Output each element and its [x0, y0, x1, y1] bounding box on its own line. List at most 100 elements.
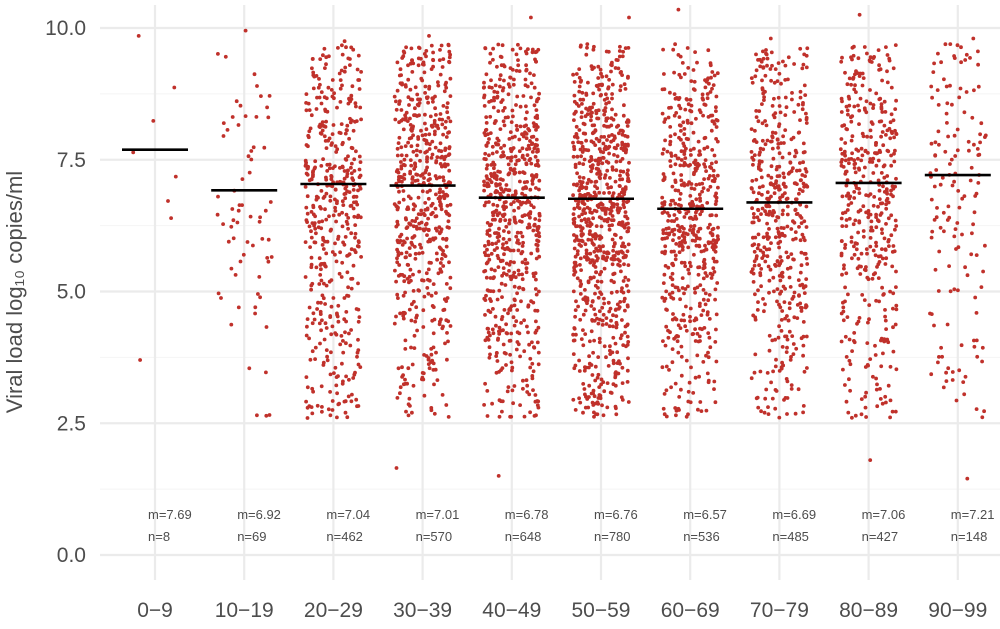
data-point: [697, 334, 702, 339]
data-point: [307, 305, 312, 310]
data-point: [501, 119, 506, 124]
data-point: [606, 160, 611, 165]
data-point: [579, 115, 584, 119]
data-point: [433, 145, 438, 150]
data-point: [306, 133, 311, 138]
data-point: [316, 85, 321, 90]
data-point: [585, 181, 590, 186]
data-point: [356, 53, 361, 58]
data-point: [688, 319, 692, 324]
data-point: [610, 92, 614, 96]
data-point: [518, 46, 523, 51]
data-point: [445, 203, 450, 208]
data-point: [755, 246, 760, 251]
data-point: [424, 271, 429, 276]
data-point: [485, 414, 490, 418]
data-point: [763, 396, 768, 401]
data-point: [359, 117, 363, 122]
data-point: [704, 169, 708, 174]
data-point: [773, 67, 778, 71]
data-point: [752, 259, 757, 264]
data-point: [894, 285, 898, 289]
data-point: [624, 143, 628, 148]
data-point: [625, 334, 630, 339]
data-point: [801, 62, 806, 67]
data-point: [591, 263, 596, 268]
data-point: [844, 194, 849, 198]
data-point: [531, 228, 536, 233]
data-point: [513, 275, 518, 280]
data-point: [512, 323, 517, 328]
data-point: [402, 157, 407, 162]
data-point: [706, 188, 710, 192]
data-point: [668, 330, 672, 335]
data-point: [846, 410, 851, 415]
data-point: [967, 148, 971, 153]
data-point: [430, 139, 435, 144]
data-point: [676, 350, 681, 355]
data-point: [978, 140, 982, 145]
data-point: [394, 99, 398, 104]
data-point: [484, 115, 489, 119]
data-point: [876, 158, 881, 163]
data-point: [440, 154, 444, 159]
data-point: [804, 304, 809, 309]
data-point: [760, 192, 764, 197]
data-point: [583, 288, 587, 292]
data-point: [530, 173, 534, 178]
data-point: [400, 375, 404, 379]
data-point: [441, 194, 446, 199]
data-point: [395, 238, 400, 243]
data-point: [606, 364, 611, 368]
data-point: [435, 257, 439, 262]
data-point: [878, 254, 883, 259]
data-point: [843, 158, 848, 163]
data-point: [482, 183, 487, 188]
data-point: [593, 291, 597, 296]
data-point: [893, 409, 898, 414]
data-point: [510, 108, 515, 113]
data-point: [585, 251, 589, 256]
data-point: [795, 316, 800, 320]
data-point: [930, 95, 934, 100]
data-point: [511, 248, 516, 253]
data-point: [868, 236, 873, 240]
data-point: [318, 57, 323, 61]
data-point: [870, 160, 875, 164]
data-point: [343, 131, 348, 136]
data-point: [501, 266, 506, 270]
data-point: [416, 97, 420, 102]
data-point: [333, 241, 337, 246]
data-point: [756, 232, 761, 237]
data-point: [623, 46, 628, 50]
x-tick-label: 20−29: [304, 599, 363, 622]
data-point: [320, 128, 325, 133]
data-point: [963, 265, 967, 270]
data-point: [682, 132, 687, 137]
data-point: [660, 365, 665, 370]
data-point: [683, 287, 688, 291]
data-point: [501, 342, 506, 347]
data-point: [495, 203, 500, 208]
data-point: [483, 151, 488, 156]
data-point: [494, 323, 498, 328]
data-point: [344, 341, 348, 346]
data-point: [594, 111, 599, 116]
data-point: [507, 171, 512, 176]
data-point: [573, 408, 578, 412]
data-point: [604, 251, 609, 256]
data-point: [798, 202, 803, 207]
data-point: [310, 66, 314, 71]
data-point: [767, 278, 772, 283]
data-point: [305, 211, 310, 216]
data-point: [760, 87, 765, 92]
data-point: [661, 47, 665, 52]
data-point: [535, 158, 540, 163]
data-point: [414, 172, 419, 177]
data-point: [583, 405, 588, 410]
data-point: [712, 379, 717, 384]
median-annotation: m=7.01: [416, 507, 460, 522]
data-point: [618, 169, 623, 174]
data-point: [400, 365, 404, 370]
data-point: [778, 110, 783, 115]
